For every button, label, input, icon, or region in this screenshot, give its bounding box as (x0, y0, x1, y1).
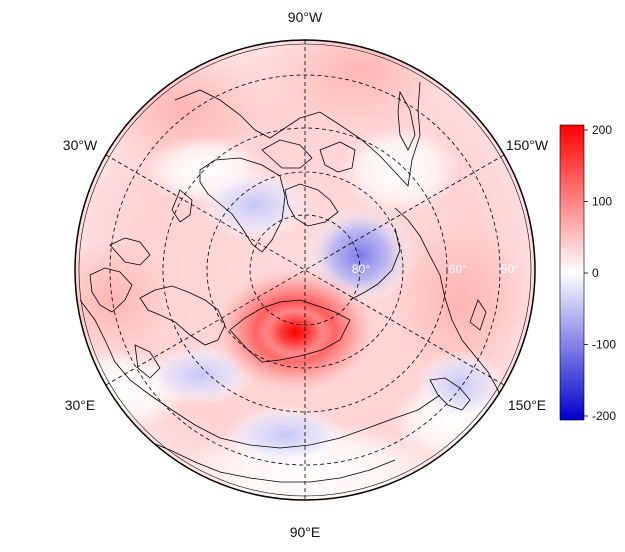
colorbar-tick-label: -100 (592, 338, 616, 352)
colorbar: 200 100 0 -100 -200 (559, 123, 616, 423)
lon-label-bottom: 90°E (290, 524, 321, 540)
colorbar-tick-label: 100 (592, 195, 612, 209)
lon-label-lower-left: 30°E (65, 397, 96, 413)
colorbar-gradient (559, 124, 585, 421)
lon-label-upper-right: 150°W (506, 137, 549, 153)
colorbar-ticks: 200 100 0 -100 -200 (584, 123, 616, 423)
colorbar-tick-label: 200 (592, 123, 612, 137)
lat-label-80: 80° (352, 262, 370, 276)
lon-label-upper-left: 30°W (63, 137, 98, 153)
colorbar-tick-label: -200 (592, 409, 616, 423)
lat-label-60: 60° (449, 262, 467, 276)
lon-label-lower-right: 150°E (508, 397, 546, 413)
coastlines (79, 81, 503, 483)
map-boundary (74, 39, 536, 501)
lat-label-50: 50° (501, 262, 519, 276)
colorbar-tick-label: 0 (592, 266, 599, 280)
graticule (105, 40, 505, 500)
map-boundary-inner (78, 43, 532, 497)
lon-label-top: 90°W (288, 9, 323, 25)
